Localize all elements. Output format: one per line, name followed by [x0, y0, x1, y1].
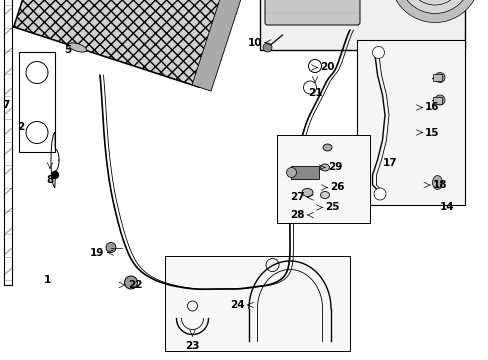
Circle shape: [26, 62, 48, 84]
Text: 19: 19: [90, 248, 104, 257]
Bar: [433, 74, 442, 81]
Circle shape: [389, 0, 479, 22]
Text: 7: 7: [2, 100, 10, 110]
Bar: [19, 53, 55, 153]
Text: 2: 2: [18, 122, 24, 132]
Text: 14: 14: [439, 202, 454, 212]
Circle shape: [434, 95, 444, 105]
Ellipse shape: [320, 192, 329, 198]
Text: 25: 25: [325, 202, 339, 212]
Bar: [260, 0, 464, 50]
Text: 5: 5: [64, 45, 71, 55]
Text: 20: 20: [320, 63, 334, 72]
Circle shape: [124, 276, 137, 289]
Circle shape: [51, 171, 59, 179]
Text: 26: 26: [329, 183, 344, 193]
Bar: [357, 40, 464, 205]
Text: 21: 21: [307, 87, 322, 98]
Circle shape: [286, 167, 296, 177]
Circle shape: [373, 188, 385, 200]
Text: 24: 24: [230, 300, 244, 310]
Circle shape: [263, 43, 271, 52]
Polygon shape: [192, 0, 247, 91]
Text: 27: 27: [289, 193, 304, 202]
Text: 10: 10: [247, 37, 262, 48]
Bar: [277, 135, 369, 222]
Bar: [164, 256, 349, 351]
Circle shape: [434, 72, 444, 82]
Text: 15: 15: [425, 127, 439, 138]
Ellipse shape: [68, 43, 86, 52]
FancyBboxPatch shape: [264, 0, 359, 25]
Bar: [433, 96, 442, 104]
Text: 8: 8: [46, 175, 54, 185]
Ellipse shape: [320, 164, 329, 171]
Text: 18: 18: [432, 180, 447, 190]
Circle shape: [106, 243, 116, 252]
Text: 29: 29: [327, 162, 342, 172]
Polygon shape: [14, 0, 236, 87]
Bar: [291, 166, 318, 179]
Text: 22: 22: [127, 280, 142, 290]
Circle shape: [26, 121, 48, 144]
Ellipse shape: [431, 175, 442, 189]
Text: 17: 17: [382, 158, 396, 167]
Circle shape: [398, 0, 470, 13]
Circle shape: [372, 46, 384, 58]
Text: 1: 1: [44, 275, 51, 285]
Ellipse shape: [323, 144, 331, 151]
Ellipse shape: [302, 189, 312, 197]
Text: 16: 16: [425, 103, 439, 112]
Text: 23: 23: [185, 341, 199, 351]
Text: 28: 28: [290, 210, 304, 220]
